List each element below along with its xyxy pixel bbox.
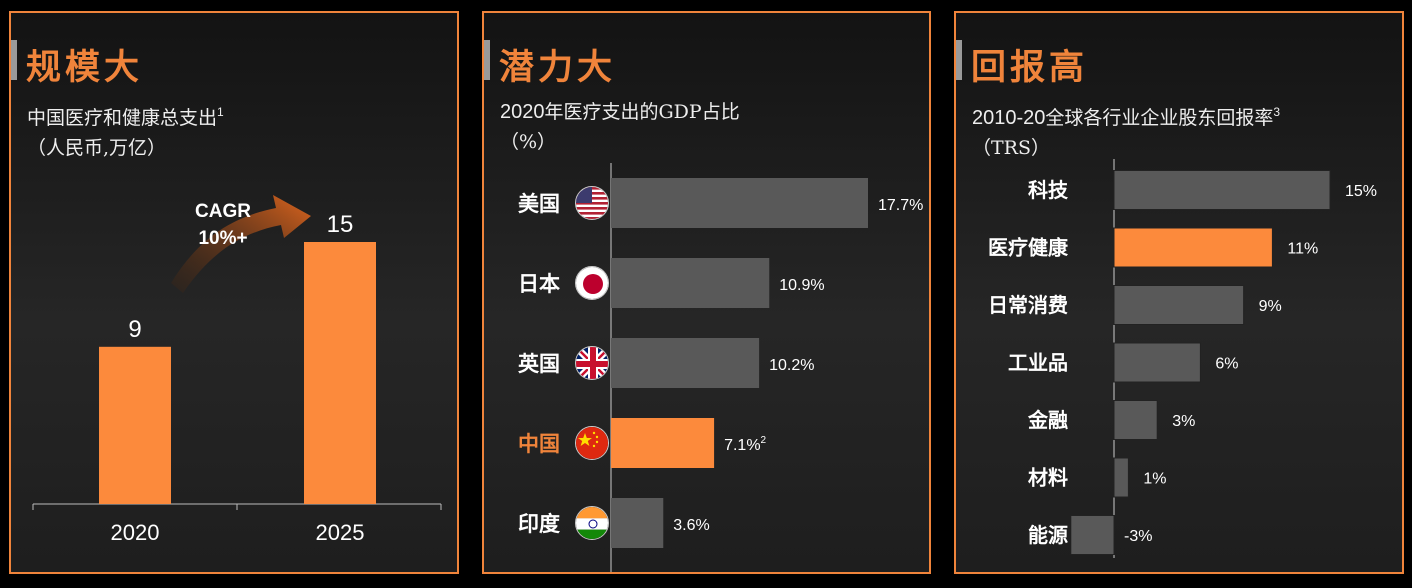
category-label: 日常消费 [988,293,1068,317]
category-label: 2025 [316,520,365,545]
value-label: 9 [128,316,141,343]
panel-title: 回报高 [971,47,1089,88]
growth-arrow-icon [171,195,311,293]
japan-flag-icon [575,266,609,300]
bar-医疗健康 [1113,227,1273,268]
category-label: 金融 [1027,408,1068,432]
category-label: 印度 [518,511,560,536]
chart-gdp-share: 17.7% 10.9% 10.2% 7.1%2 3.6% [610,163,923,572]
bar-2025 [304,242,376,504]
bar-金融 [1113,400,1158,440]
bar-中国 [611,418,715,468]
bar-英国 [611,338,760,388]
bar-科技 [1113,170,1331,210]
bar-日本 [611,258,770,308]
subtitle-year: 2010-20 [972,107,1046,129]
value-label: 11% [1287,241,1318,258]
value-label: 10.9% [779,277,824,294]
title-accent-bar [956,40,962,80]
subtitle-line-2: （%） [500,131,557,153]
category-label: 医疗健康 [988,236,1069,260]
bar-日常消费 [1113,285,1245,325]
subtitle-line-1: 年医疗支出的GDP占比 [544,101,740,123]
bar-能源 [1070,515,1115,555]
subtitle-line-1: 中国医疗和健康总支出 [27,107,218,129]
china-flag-icon [575,426,609,460]
value-label: 15% [1345,183,1377,200]
category-label: 中国 [518,431,560,456]
panel-potential: 潜力大 2020年医疗支出的GDP占比 （%） 17.7% 10.9% 10.2% 7… [482,11,931,574]
subtitle-line-1: 全球各行业企业股东回报率 [1045,107,1274,129]
chart-trs: 15% 科技 11% 医疗健康 9% 日常消费 6% 工业品 3% 金融 1% 材料 -3% 能源 [988,159,1377,558]
footnote-marker: 2 [761,435,767,446]
bar-工业品 [1113,342,1201,383]
category-label: 科技 [1028,178,1069,202]
value-label: 10.2% [769,357,814,374]
category-label: 美国 [518,191,560,216]
category-label: 英国 [518,351,560,376]
value-label: 1% [1143,471,1166,488]
footnote-marker: 3 [1273,105,1281,119]
title-accent-bar [11,40,17,80]
value-label: 15 [327,211,354,238]
panel-subtitle: 2010-20全球各行业企业股东回报率3 （TRS） [972,97,1392,163]
panel-title: 规模大 [26,47,144,88]
bar-印度 [611,498,664,548]
title-accent-bar [484,40,490,80]
category-label: 工业品 [1008,351,1068,375]
panel-returns: 回报高 2010-20全球各行业企业股东回报率3 （TRS） 15% 科技 11% 医… [954,11,1404,574]
value-label: 3% [1172,413,1195,430]
panel-scale: 规模大 中国医疗和健康总支出1 （人民币,万亿） CAGR 10%+ 9 2020… [9,11,459,574]
us-flag-icon [575,186,609,220]
subtitle-line-2: （TRS） [972,137,1050,159]
chart-spending: CAGR 10%+ 9 2020 15 2025 [32,195,442,545]
value-label: 7.1%2 [724,435,766,454]
value-label: 17.7% [878,197,923,214]
category-label: 2020 [111,520,160,545]
footnote-marker: 1 [217,105,224,119]
category-label: 能源 [1028,523,1068,547]
value-label: 6% [1215,356,1238,373]
subtitle-line-2: （人民币,万亿） [27,137,167,159]
cagr-label: CAGR [195,201,251,222]
subtitle-year: 2020 [500,101,545,123]
panel-subtitle: 2020年医疗支出的GDP占比 （%） [500,97,920,157]
panel-title: 潜力大 [499,47,617,88]
panel-subtitle: 中国医疗和健康总支出1 （人民币,万亿） [27,97,447,163]
value-label: -3% [1124,528,1152,545]
bar-材料 [1113,457,1129,498]
cagr-value: 10%+ [198,228,247,249]
value-label: 3.6% [673,517,709,534]
india-flag-icon [575,506,609,540]
value-label: 9% [1259,298,1282,315]
category-label: 日本 [518,271,560,296]
category-label: 材料 [1028,466,1068,490]
bar-美国 [611,178,868,228]
uk-flag-icon [575,346,609,380]
bar-2020 [99,346,171,504]
